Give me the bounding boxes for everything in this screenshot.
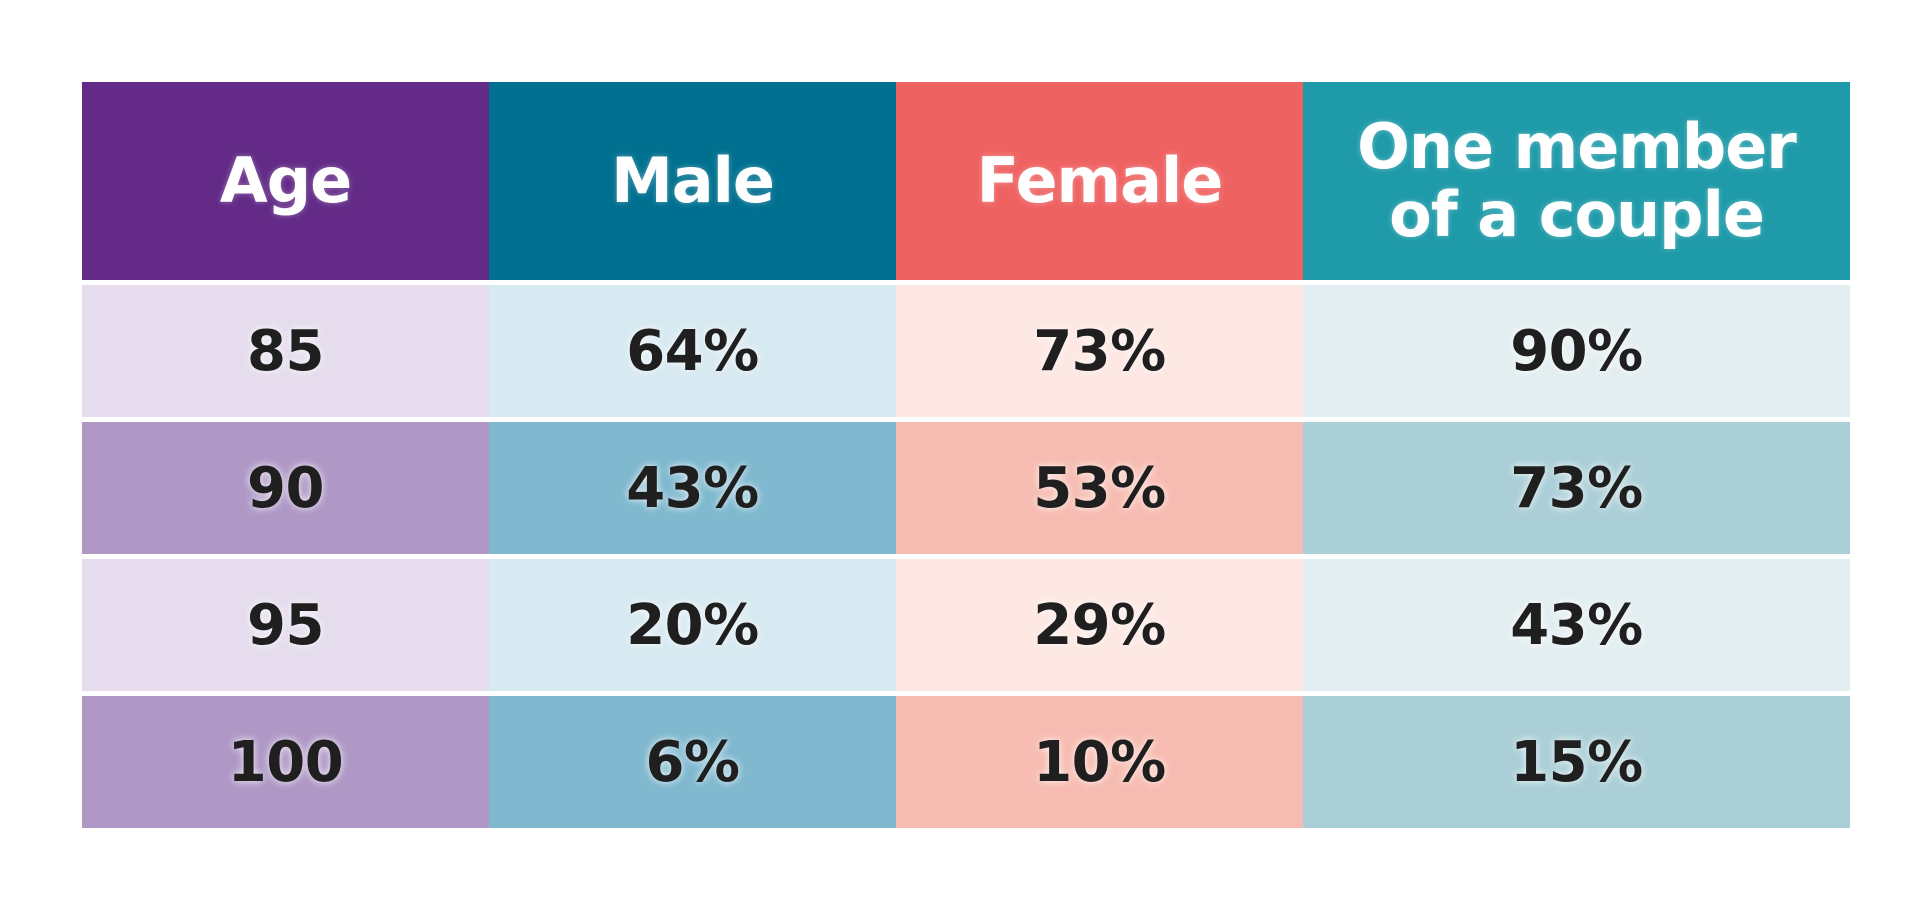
- row-95-female: 29%: [896, 559, 1303, 691]
- row-85-couple: 90%: [1303, 285, 1850, 417]
- header-couple: One member of a couple: [1303, 82, 1850, 280]
- row-90-male: 43%: [489, 422, 896, 554]
- row-85-age: 85: [82, 285, 489, 417]
- row-95-couple: 43%: [1303, 559, 1850, 691]
- row-90-female: 53%: [896, 422, 1303, 554]
- row-100-age: 100: [82, 696, 489, 828]
- row-100-male: 6%: [489, 696, 896, 828]
- header-male: Male: [489, 82, 896, 280]
- row-100-female: 10%: [896, 696, 1303, 828]
- row-95-age: 95: [82, 559, 489, 691]
- header-age: Age: [82, 82, 489, 280]
- row-95-male: 20%: [489, 559, 896, 691]
- probability-table: Age Male Female One member of a couple 8…: [82, 82, 1850, 828]
- row-85-female: 73%: [896, 285, 1303, 417]
- row-90-couple: 73%: [1303, 422, 1850, 554]
- row-85-male: 64%: [489, 285, 896, 417]
- row-90-age: 90: [82, 422, 489, 554]
- row-100-couple: 15%: [1303, 696, 1850, 828]
- header-female: Female: [896, 82, 1303, 280]
